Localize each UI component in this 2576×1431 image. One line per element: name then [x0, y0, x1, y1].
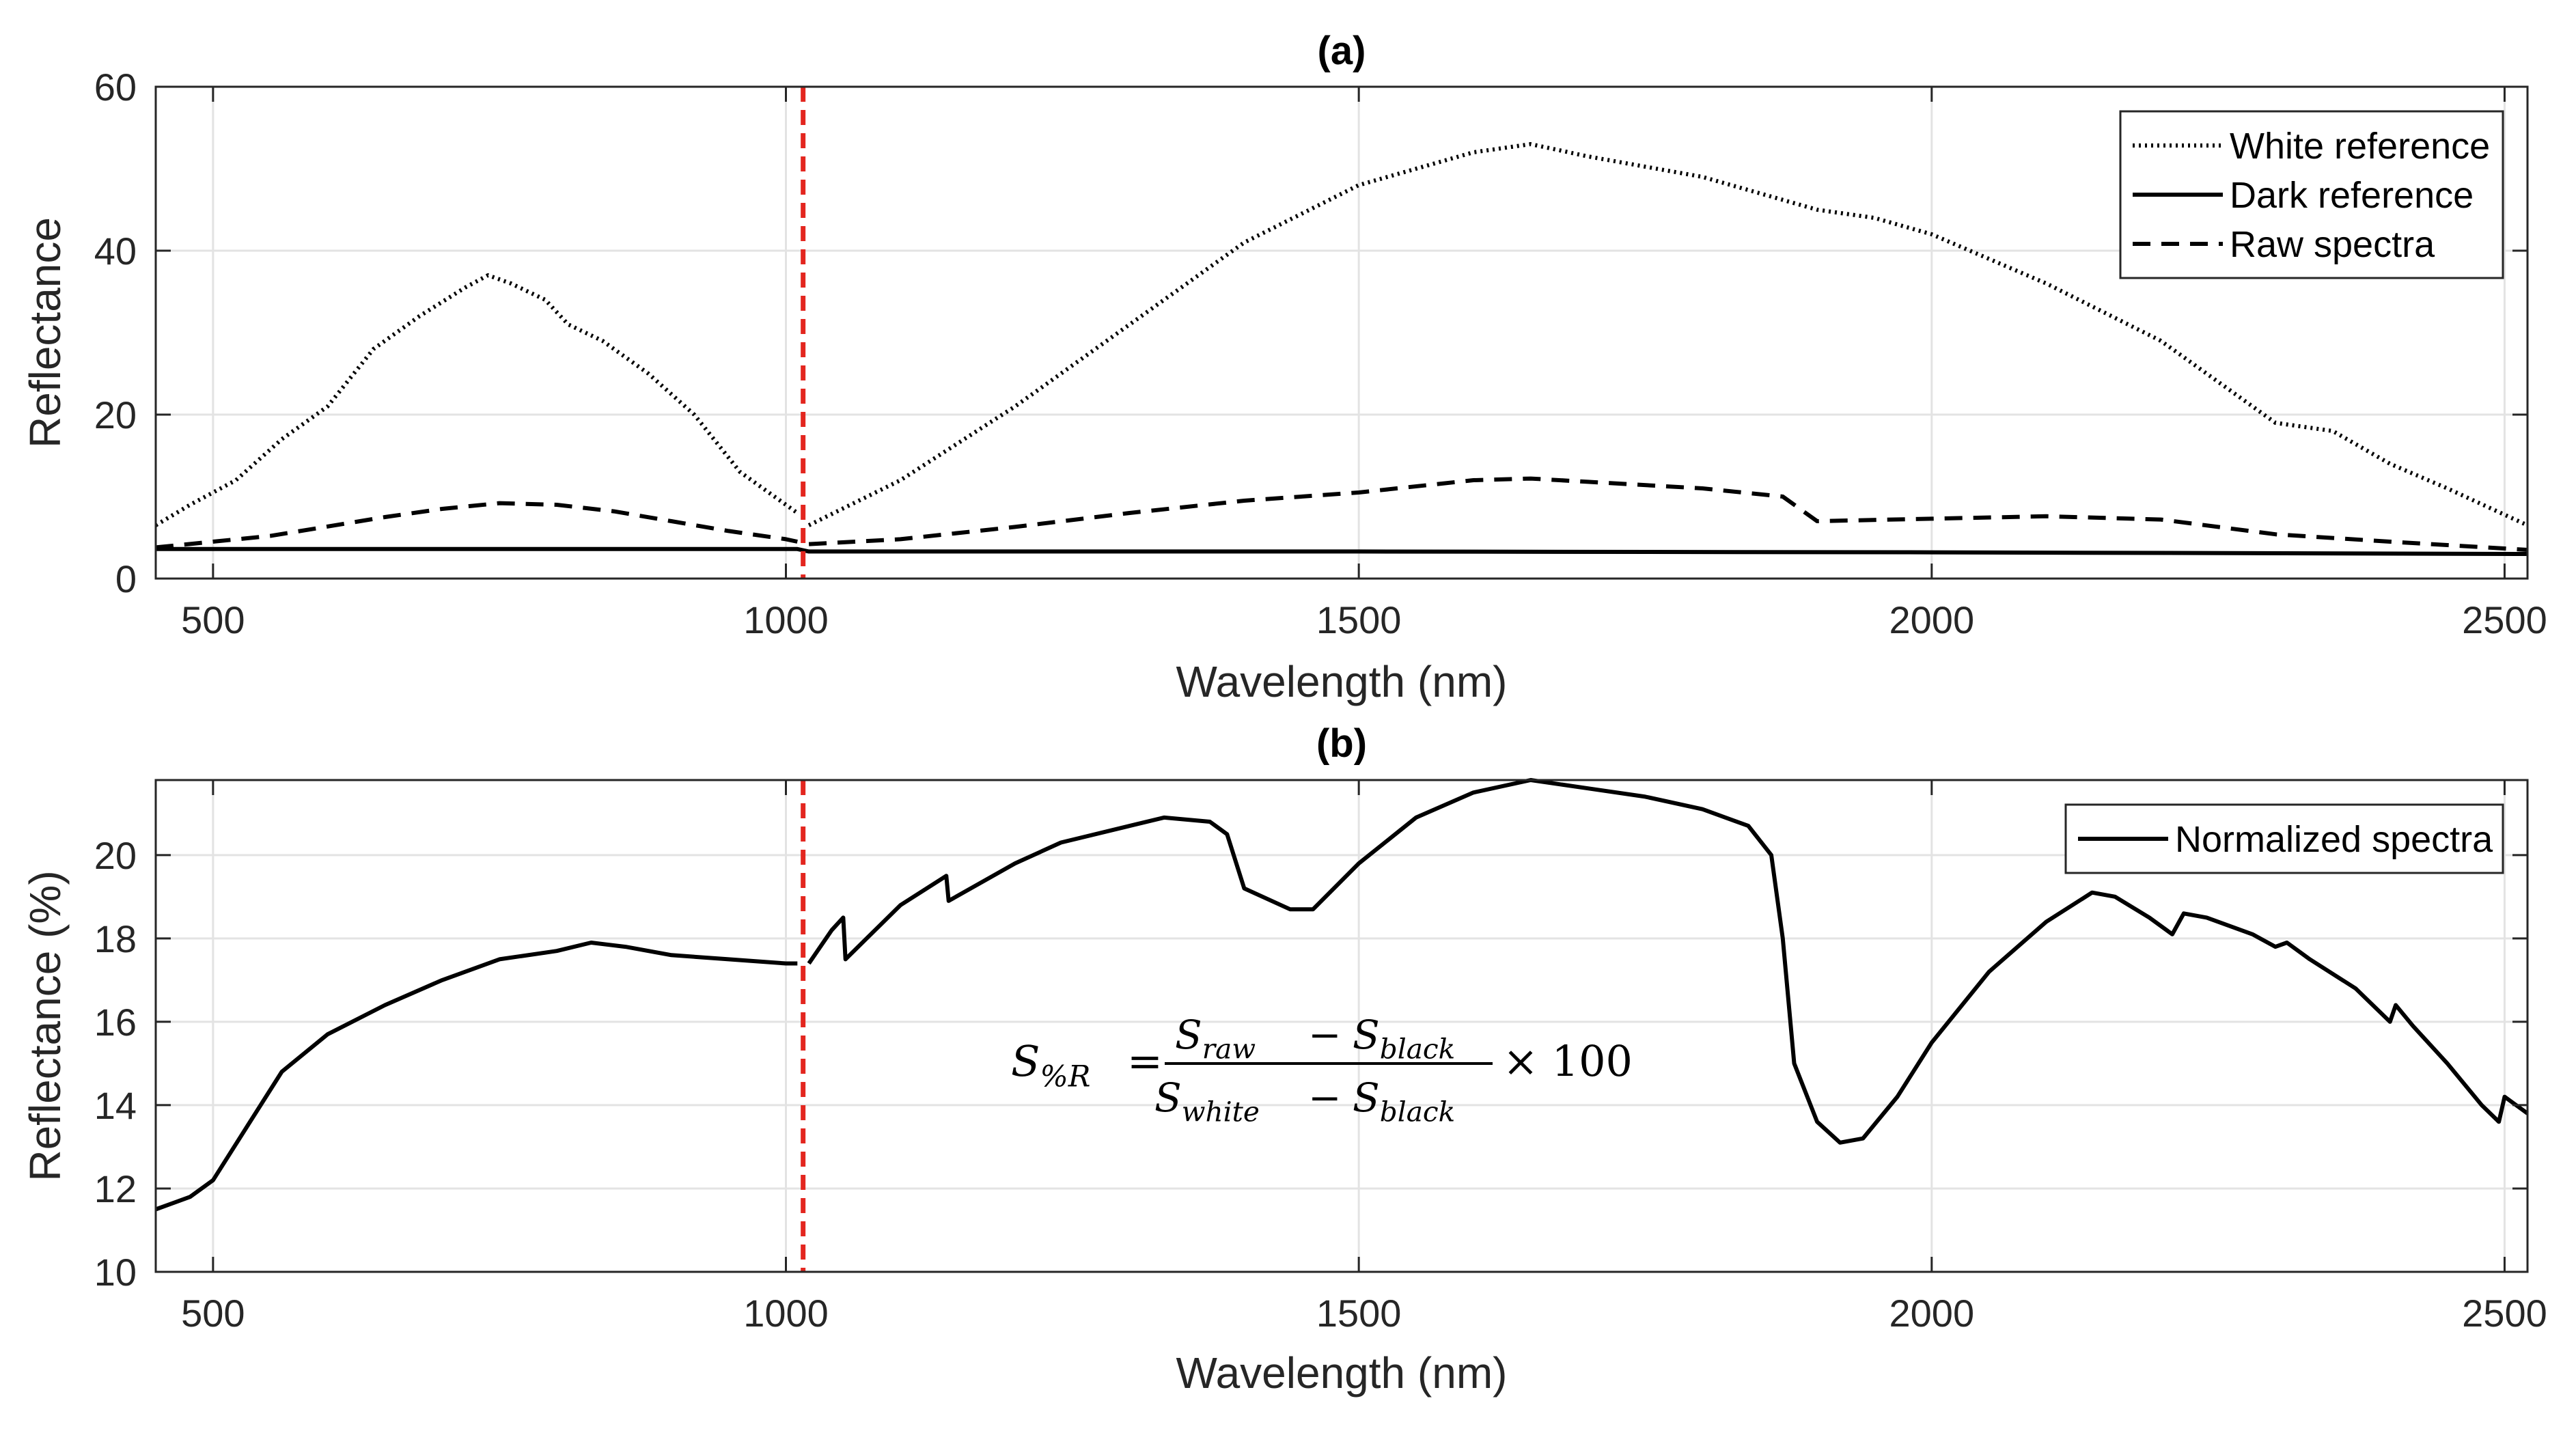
formula-numerator-raw-subscript: raw: [1202, 1033, 1256, 1066]
y-axis-label: Reflectance (%): [20, 870, 70, 1181]
series-line-raw-spectra: [155, 501, 798, 550]
y-tick-label: 0: [115, 557, 137, 600]
formula-denominator-white: Swhite: [1154, 1074, 1260, 1128]
y-tick-label: 16: [94, 1001, 137, 1044]
formula-numerator-raw-symbol: S: [1175, 1012, 1202, 1058]
panel-b: 500 1000 1500 2000 2500 10 12 14 16 18 20 (b) Wavele…: [20, 721, 2547, 1398]
y-tick-label: 10: [94, 1251, 137, 1294]
y-tick-label: 20: [94, 834, 137, 877]
x-tick-label: 1500: [1316, 598, 1402, 641]
series-line-white-reference-1015-2520: [807, 142, 2529, 527]
plot-frame: [154, 779, 2529, 1273]
x-tick-label: 1000: [743, 1292, 829, 1335]
y-tick-label: 20: [94, 393, 137, 436]
y-tick-label: 14: [94, 1084, 137, 1127]
y-axis-label: Reflectance: [20, 217, 70, 448]
x-axis-label: Wavelength (nm): [1176, 657, 1508, 706]
x-tick-label: 500: [181, 598, 245, 641]
x-tick-label: 1000: [743, 598, 829, 641]
y-tick-label: 18: [94, 917, 137, 960]
formula-lhs-symbol: S: [1011, 1036, 1040, 1086]
formula-lhs-subscript: %R: [1040, 1060, 1090, 1094]
formula-numerator-black-subscript: black: [1380, 1033, 1455, 1066]
x-tick-label: 2500: [2462, 1292, 2547, 1335]
x-tick-label: 2000: [1889, 1292, 1975, 1335]
series-line-raw-spectra-1015-2520: [808, 476, 2528, 552]
y-tick-label: 40: [94, 230, 137, 273]
formula-minus-top: −: [1308, 1012, 1342, 1058]
chart-title: (a): [1318, 29, 1366, 73]
formula-numerator-black: Sblack: [1353, 1012, 1455, 1066]
y-tick-label: 12: [94, 1167, 137, 1210]
formula-equals: =: [1127, 1036, 1163, 1086]
formula-minus-bottom: −: [1308, 1074, 1342, 1121]
x-axis-label: Wavelength (nm): [1176, 1348, 1508, 1398]
formula-denominator-black-subscript: black: [1380, 1096, 1455, 1128]
y-tick-label: 60: [94, 66, 137, 109]
chart-title: (b): [1316, 721, 1367, 766]
legend-label: White reference: [2230, 126, 2490, 167]
series-line-normalized-spectra: [154, 941, 798, 1212]
formula-denominator-black: Sblack: [1353, 1074, 1455, 1128]
legend-label: Dark reference: [2230, 175, 2474, 216]
formula-times-100: × 100: [1503, 1036, 1633, 1086]
x-tick-label: 2500: [2462, 598, 2547, 641]
formula-numerator-black-symbol: S: [1353, 1012, 1380, 1058]
formula-denominator-white-subscript: white: [1182, 1096, 1260, 1128]
formula-denominator-black-symbol: S: [1353, 1074, 1380, 1121]
legend-label: Raw spectra: [2230, 224, 2435, 265]
x-tick-label: 500: [181, 1292, 245, 1335]
x-tick-label: 1500: [1316, 1292, 1402, 1335]
series-line-normalized-spectra: [807, 778, 2529, 1145]
legend-label: Normalized spectra: [2175, 819, 2493, 860]
plot-frame: [154, 85, 2529, 580]
x-tick-label: 2000: [1889, 598, 1975, 641]
formula-lhs: S%R: [1011, 1036, 1090, 1094]
series-line-white-reference: [154, 273, 799, 527]
series-line-dark-reference: [156, 546, 2528, 556]
formula-denominator-white-symbol: S: [1154, 1074, 1182, 1121]
formula-numerator-raw: Sraw: [1175, 1012, 1256, 1066]
panel-a: 500 1000 1500 2000 2500 0 20 40 60 (a) Wavelength …: [20, 29, 2547, 706]
